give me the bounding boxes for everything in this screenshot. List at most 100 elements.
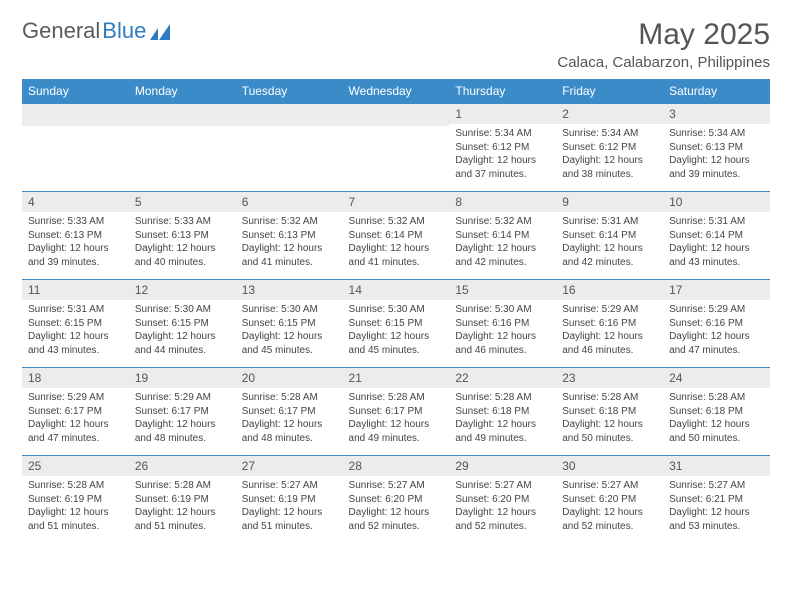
- day-details: Sunrise: 5:27 AMSunset: 6:19 PMDaylight:…: [236, 476, 343, 537]
- calendar-cell: 27Sunrise: 5:27 AMSunset: 6:19 PMDayligh…: [236, 456, 343, 544]
- day-details: Sunrise: 5:28 AMSunset: 6:17 PMDaylight:…: [343, 388, 450, 449]
- daylight-line: Daylight: 12 hours and 52 minutes.: [562, 506, 657, 533]
- calendar-week-row: 1Sunrise: 5:34 AMSunset: 6:12 PMDaylight…: [22, 104, 770, 192]
- sunset-line: Sunset: 6:18 PM: [669, 405, 764, 419]
- col-sunday: Sunday: [22, 79, 129, 104]
- day-number: 21: [343, 368, 450, 388]
- sunset-line: Sunset: 6:14 PM: [455, 229, 550, 243]
- calendar-cell: 15Sunrise: 5:30 AMSunset: 6:16 PMDayligh…: [449, 280, 556, 368]
- day-number: 14: [343, 280, 450, 300]
- sunset-line: Sunset: 6:19 PM: [242, 493, 337, 507]
- sunset-line: Sunset: 6:15 PM: [135, 317, 230, 331]
- sunset-line: Sunset: 6:17 PM: [242, 405, 337, 419]
- day-number: 22: [449, 368, 556, 388]
- calendar-cell: 21Sunrise: 5:28 AMSunset: 6:17 PMDayligh…: [343, 368, 450, 456]
- day-details: Sunrise: 5:28 AMSunset: 6:18 PMDaylight:…: [556, 388, 663, 449]
- daylight-line: Daylight: 12 hours and 51 minutes.: [28, 506, 123, 533]
- day-number: 4: [22, 192, 129, 212]
- day-number: 19: [129, 368, 236, 388]
- calendar-cell: 12Sunrise: 5:30 AMSunset: 6:15 PMDayligh…: [129, 280, 236, 368]
- sunset-line: Sunset: 6:20 PM: [455, 493, 550, 507]
- calendar-cell: 19Sunrise: 5:29 AMSunset: 6:17 PMDayligh…: [129, 368, 236, 456]
- day-details: Sunrise: 5:31 AMSunset: 6:14 PMDaylight:…: [663, 212, 770, 273]
- title-block: May 2025 Calaca, Calabarzon, Philippines: [557, 18, 770, 71]
- calendar-week-row: 18Sunrise: 5:29 AMSunset: 6:17 PMDayligh…: [22, 368, 770, 456]
- col-thursday: Thursday: [449, 79, 556, 104]
- day-number: 28: [343, 456, 450, 476]
- day-details: Sunrise: 5:32 AMSunset: 6:13 PMDaylight:…: [236, 212, 343, 273]
- sunset-line: Sunset: 6:12 PM: [455, 141, 550, 155]
- col-wednesday: Wednesday: [343, 79, 450, 104]
- col-tuesday: Tuesday: [236, 79, 343, 104]
- day-number: 11: [22, 280, 129, 300]
- sunset-line: Sunset: 6:17 PM: [349, 405, 444, 419]
- logo-icon: [150, 22, 174, 40]
- calendar-cell: 13Sunrise: 5:30 AMSunset: 6:15 PMDayligh…: [236, 280, 343, 368]
- calendar-cell: 18Sunrise: 5:29 AMSunset: 6:17 PMDayligh…: [22, 368, 129, 456]
- day-details: Sunrise: 5:27 AMSunset: 6:20 PMDaylight:…: [449, 476, 556, 537]
- empty-day-bar: [22, 104, 129, 126]
- sunrise-line: Sunrise: 5:34 AM: [669, 127, 764, 141]
- calendar-cell: 14Sunrise: 5:30 AMSunset: 6:15 PMDayligh…: [343, 280, 450, 368]
- daylight-line: Daylight: 12 hours and 43 minutes.: [28, 330, 123, 357]
- col-friday: Friday: [556, 79, 663, 104]
- sunrise-line: Sunrise: 5:31 AM: [562, 215, 657, 229]
- sunrise-line: Sunrise: 5:27 AM: [349, 479, 444, 493]
- daylight-line: Daylight: 12 hours and 45 minutes.: [349, 330, 444, 357]
- calendar-cell: 26Sunrise: 5:28 AMSunset: 6:19 PMDayligh…: [129, 456, 236, 544]
- sunset-line: Sunset: 6:17 PM: [28, 405, 123, 419]
- day-number: 6: [236, 192, 343, 212]
- calendar-cell: [22, 104, 129, 192]
- day-details: Sunrise: 5:28 AMSunset: 6:18 PMDaylight:…: [663, 388, 770, 449]
- sunset-line: Sunset: 6:15 PM: [242, 317, 337, 331]
- daylight-line: Daylight: 12 hours and 44 minutes.: [135, 330, 230, 357]
- day-details: Sunrise: 5:30 AMSunset: 6:16 PMDaylight:…: [449, 300, 556, 361]
- calendar-cell: 31Sunrise: 5:27 AMSunset: 6:21 PMDayligh…: [663, 456, 770, 544]
- daylight-line: Daylight: 12 hours and 47 minutes.: [28, 418, 123, 445]
- daylight-line: Daylight: 12 hours and 50 minutes.: [562, 418, 657, 445]
- sunrise-line: Sunrise: 5:29 AM: [669, 303, 764, 317]
- daylight-line: Daylight: 12 hours and 46 minutes.: [455, 330, 550, 357]
- day-details: Sunrise: 5:34 AMSunset: 6:12 PMDaylight:…: [556, 124, 663, 185]
- sunrise-line: Sunrise: 5:30 AM: [242, 303, 337, 317]
- calendar-cell: 20Sunrise: 5:28 AMSunset: 6:17 PMDayligh…: [236, 368, 343, 456]
- daylight-line: Daylight: 12 hours and 40 minutes.: [135, 242, 230, 269]
- day-details: Sunrise: 5:30 AMSunset: 6:15 PMDaylight:…: [129, 300, 236, 361]
- calendar-cell: 8Sunrise: 5:32 AMSunset: 6:14 PMDaylight…: [449, 192, 556, 280]
- calendar-cell: 2Sunrise: 5:34 AMSunset: 6:12 PMDaylight…: [556, 104, 663, 192]
- sunset-line: Sunset: 6:20 PM: [349, 493, 444, 507]
- day-details: Sunrise: 5:28 AMSunset: 6:18 PMDaylight:…: [449, 388, 556, 449]
- calendar-cell: 7Sunrise: 5:32 AMSunset: 6:14 PMDaylight…: [343, 192, 450, 280]
- location: Calaca, Calabarzon, Philippines: [557, 54, 770, 71]
- day-number: 17: [663, 280, 770, 300]
- calendar-week-row: 11Sunrise: 5:31 AMSunset: 6:15 PMDayligh…: [22, 280, 770, 368]
- sunset-line: Sunset: 6:20 PM: [562, 493, 657, 507]
- day-number: 13: [236, 280, 343, 300]
- month-title: May 2025: [557, 18, 770, 52]
- daylight-line: Daylight: 12 hours and 39 minutes.: [669, 154, 764, 181]
- sunrise-line: Sunrise: 5:29 AM: [28, 391, 123, 405]
- calendar-cell: 16Sunrise: 5:29 AMSunset: 6:16 PMDayligh…: [556, 280, 663, 368]
- daylight-line: Daylight: 12 hours and 48 minutes.: [242, 418, 337, 445]
- day-details: Sunrise: 5:34 AMSunset: 6:12 PMDaylight:…: [449, 124, 556, 185]
- calendar-cell: 9Sunrise: 5:31 AMSunset: 6:14 PMDaylight…: [556, 192, 663, 280]
- sunset-line: Sunset: 6:16 PM: [562, 317, 657, 331]
- sunrise-line: Sunrise: 5:27 AM: [669, 479, 764, 493]
- day-number: 16: [556, 280, 663, 300]
- calendar-cell: 25Sunrise: 5:28 AMSunset: 6:19 PMDayligh…: [22, 456, 129, 544]
- sunrise-line: Sunrise: 5:33 AM: [28, 215, 123, 229]
- day-number: 8: [449, 192, 556, 212]
- day-details: Sunrise: 5:27 AMSunset: 6:20 PMDaylight:…: [343, 476, 450, 537]
- sunrise-line: Sunrise: 5:28 AM: [349, 391, 444, 405]
- daylight-line: Daylight: 12 hours and 52 minutes.: [349, 506, 444, 533]
- daylight-line: Daylight: 12 hours and 46 minutes.: [562, 330, 657, 357]
- sunrise-line: Sunrise: 5:31 AM: [28, 303, 123, 317]
- day-number: 10: [663, 192, 770, 212]
- day-number: 12: [129, 280, 236, 300]
- sunset-line: Sunset: 6:15 PM: [28, 317, 123, 331]
- day-details: Sunrise: 5:28 AMSunset: 6:19 PMDaylight:…: [129, 476, 236, 537]
- daylight-line: Daylight: 12 hours and 47 minutes.: [669, 330, 764, 357]
- sunrise-line: Sunrise: 5:33 AM: [135, 215, 230, 229]
- day-details: Sunrise: 5:32 AMSunset: 6:14 PMDaylight:…: [449, 212, 556, 273]
- day-number: 25: [22, 456, 129, 476]
